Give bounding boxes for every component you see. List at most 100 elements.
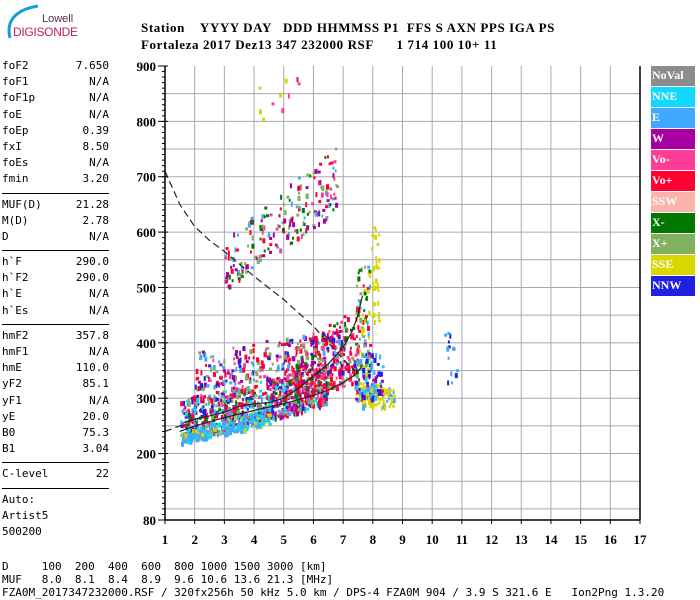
echo-point — [262, 254, 266, 258]
echo-point — [266, 382, 269, 386]
echo-point — [368, 354, 372, 358]
echo-point — [340, 329, 344, 333]
echo-point — [193, 409, 196, 415]
echo-point — [245, 386, 249, 392]
param-name: B0 — [2, 425, 16, 439]
echo-point — [336, 359, 339, 363]
echo-point — [370, 366, 373, 370]
param-name: B1 — [2, 442, 16, 456]
echo-point — [201, 350, 205, 354]
echo-point — [372, 301, 375, 307]
echo-point — [249, 400, 253, 406]
echo-point — [350, 377, 352, 381]
echo-point — [314, 345, 318, 349]
echo-point — [213, 384, 216, 390]
param-name: foE — [2, 107, 22, 121]
echo-point — [238, 426, 241, 429]
echo-point — [245, 415, 249, 419]
echo-point — [332, 381, 336, 387]
echo-point — [388, 387, 391, 391]
echo-point — [287, 387, 289, 391]
echo-point — [366, 355, 369, 359]
echo-point — [236, 408, 240, 412]
echo-point — [248, 413, 252, 417]
y-tick-label: 900 — [137, 59, 157, 74]
echo-point — [290, 341, 293, 345]
echo-point — [346, 317, 350, 323]
echo-point — [282, 362, 285, 366]
echo-point — [224, 256, 227, 260]
echo-point — [221, 431, 224, 435]
echo-point — [245, 227, 249, 231]
echo-point — [319, 162, 323, 166]
echo-point — [195, 431, 199, 437]
echo-point — [197, 386, 200, 391]
echo-point — [350, 328, 352, 332]
echo-point — [282, 393, 286, 399]
echo-point — [211, 401, 214, 407]
echo-point — [355, 397, 359, 401]
echo-point — [204, 382, 207, 388]
echo-point — [313, 345, 316, 349]
echo-point — [221, 393, 225, 397]
echo-point — [332, 337, 336, 343]
echo-point — [377, 300, 380, 306]
echo-point — [225, 419, 229, 423]
echo-point — [265, 347, 267, 351]
echo-point — [187, 426, 191, 432]
echo-point — [308, 400, 311, 404]
echo-point — [252, 348, 255, 354]
echo-point — [290, 406, 294, 412]
echo-point — [300, 385, 303, 389]
echo-point — [234, 380, 237, 386]
echo-point — [237, 358, 241, 364]
echo-point — [392, 398, 396, 404]
echo-point — [193, 406, 197, 410]
param-row: h`E N/A — [2, 286, 109, 302]
echo-point — [193, 396, 197, 402]
echo-point — [262, 117, 265, 121]
echo-point — [375, 259, 378, 265]
echo-point — [234, 353, 238, 356]
echo-point — [334, 354, 338, 360]
echo-point — [342, 360, 346, 363]
echo-point — [317, 400, 321, 405]
echo-point — [264, 408, 268, 412]
param-value: 357.8 — [75, 328, 109, 342]
echo-point — [265, 420, 268, 424]
echo-point — [361, 327, 365, 333]
echo-point — [371, 402, 374, 406]
echo-point — [447, 380, 450, 386]
echo-point — [207, 400, 210, 406]
echo-point — [312, 399, 316, 403]
echo-point — [283, 397, 287, 403]
echo-point — [288, 362, 291, 366]
echo-point — [231, 418, 235, 422]
echo-point — [356, 284, 358, 288]
echo-point — [277, 344, 281, 348]
echo-point — [191, 399, 194, 405]
echo-point — [252, 361, 255, 367]
echo-point — [240, 388, 244, 392]
param-value: 0.39 — [82, 123, 110, 137]
echo-point — [296, 390, 299, 396]
echo-point — [243, 417, 246, 423]
echo-point — [298, 185, 302, 191]
y-tick-label: 500 — [137, 280, 157, 295]
echo-point — [303, 349, 307, 353]
echo-point — [284, 407, 288, 413]
echo-point — [196, 398, 200, 404]
echo-point — [260, 421, 264, 427]
echo-point — [258, 86, 262, 90]
echo-point — [210, 405, 214, 409]
echo-point — [336, 331, 340, 337]
echo-point — [324, 360, 327, 366]
echo-point — [211, 415, 215, 420]
echo-point — [227, 398, 230, 402]
echo-point — [234, 416, 237, 420]
echo-point — [325, 400, 328, 404]
echo-point — [380, 379, 384, 383]
x-tick-label: 14 — [544, 532, 558, 547]
echo-point — [331, 335, 334, 339]
echo-point — [301, 355, 304, 359]
